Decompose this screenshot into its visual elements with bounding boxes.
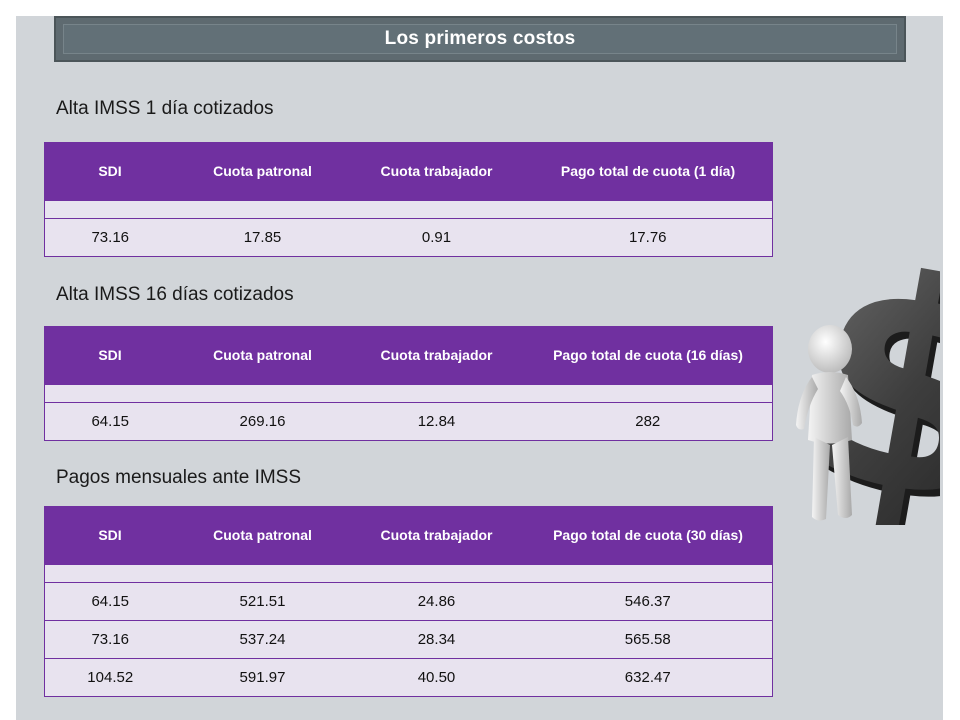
column-header-pago-total: Pago total de cuota (30 días)	[523, 506, 773, 565]
cell-pago-total: 565.58	[523, 620, 773, 659]
cell-pago-total: 17.76	[523, 218, 773, 257]
table-pagos-mensuales: SDI Cuota patronal Cuota trabajador Pago…	[44, 506, 773, 697]
cell-cuota-patronal: 17.85	[175, 218, 350, 257]
table-header-row: SDI Cuota patronal Cuota trabajador Pago…	[44, 506, 773, 565]
table-row: 73.16 17.85 0.91 17.76	[44, 218, 773, 257]
cell-pago-total: 282	[523, 402, 773, 441]
cell-sdi: 73.16	[44, 620, 176, 659]
cell-cuota-trabajador: 24.86	[349, 582, 524, 621]
column-header-cuota-trabajador: Cuota trabajador	[349, 326, 524, 385]
table-row: 64.15 269.16 12.84 282	[44, 402, 773, 441]
table-header-row: SDI Cuota patronal Cuota trabajador Pago…	[44, 326, 773, 385]
column-header-cuota-patronal: Cuota patronal	[175, 326, 350, 385]
cell-pago-total: 546.37	[523, 582, 773, 621]
title-bar-inner: Los primeros costos	[63, 24, 897, 54]
person-with-dollar-sign-icon: $ $	[782, 205, 960, 579]
table-row: 73.16 537.24 28.34 565.58	[44, 620, 773, 659]
cell-sdi: 64.15	[44, 402, 176, 441]
person-left-leg	[812, 437, 830, 521]
column-header-pago-total: Pago total de cuota (1 día)	[523, 142, 773, 201]
cell-cuota-patronal: 521.51	[175, 582, 350, 621]
table-alta-1-dia: SDI Cuota patronal Cuota trabajador Pago…	[44, 142, 773, 257]
table-spacer-row	[44, 200, 773, 219]
table-spacer-row	[44, 384, 773, 403]
section-heading-2: Alta IMSS 16 días cotizados	[56, 284, 294, 305]
cell-cuota-trabajador: 40.50	[349, 658, 524, 697]
title-bar: Los primeros costos	[54, 16, 906, 62]
dollar-sign-figure-svg: $ $	[782, 205, 960, 579]
section-heading-3: Pagos mensuales ante IMSS	[56, 467, 302, 488]
column-header-cuota-trabajador: Cuota trabajador	[349, 142, 524, 201]
column-header-cuota-patronal: Cuota patronal	[175, 142, 350, 201]
column-header-sdi: SDI	[44, 142, 176, 201]
table-row: 64.15 521.51 24.86 546.37	[44, 582, 773, 621]
table-header-row: SDI Cuota patronal Cuota trabajador Pago…	[44, 142, 773, 201]
cell-pago-total: 632.47	[523, 658, 773, 697]
column-header-cuota-patronal: Cuota patronal	[175, 506, 350, 565]
cell-cuota-trabajador: 28.34	[349, 620, 524, 659]
cell-sdi: 104.52	[44, 658, 176, 697]
cell-cuota-patronal: 537.24	[175, 620, 350, 659]
cell-sdi: 64.15	[44, 582, 176, 621]
cell-sdi: 73.16	[44, 218, 176, 257]
column-header-sdi: SDI	[44, 506, 176, 565]
column-header-sdi: SDI	[44, 326, 176, 385]
person-right-leg	[832, 437, 852, 518]
table-spacer-row	[44, 564, 773, 583]
table-alta-16-dias: SDI Cuota patronal Cuota trabajador Pago…	[44, 326, 773, 441]
table-row: 104.52 591.97 40.50 632.47	[44, 658, 773, 697]
column-header-pago-total: Pago total de cuota (16 días)	[523, 326, 773, 385]
section-heading-1: Alta IMSS 1 día cotizados	[56, 98, 274, 119]
person-head	[808, 325, 852, 373]
cell-cuota-trabajador: 0.91	[349, 218, 524, 257]
person-right-arm	[840, 377, 862, 427]
cell-cuota-patronal: 269.16	[175, 402, 350, 441]
person-left-arm	[796, 377, 818, 430]
column-header-cuota-trabajador: Cuota trabajador	[349, 506, 524, 565]
page-title: Los primeros costos	[384, 28, 576, 49]
cell-cuota-trabajador: 12.84	[349, 402, 524, 441]
cell-cuota-patronal: 591.97	[175, 658, 350, 697]
